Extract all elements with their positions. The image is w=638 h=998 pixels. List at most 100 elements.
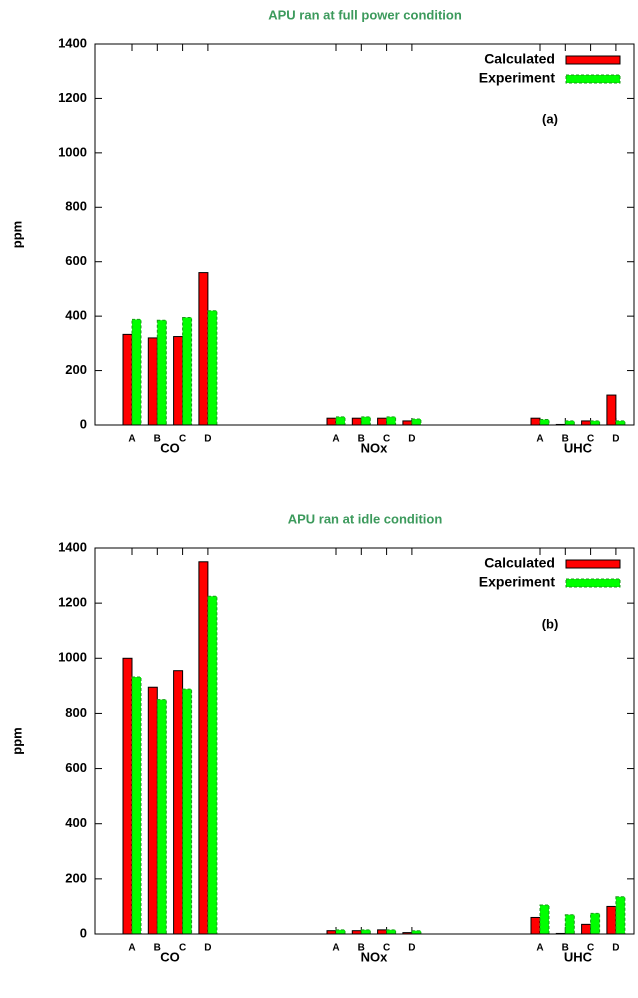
bar <box>173 336 184 426</box>
legend-swatch <box>565 55 621 65</box>
bar <box>360 929 371 935</box>
bar <box>402 420 413 426</box>
legend-label: Calculated <box>484 555 555 571</box>
bar <box>122 657 133 935</box>
y-tick-label: 1000 <box>58 144 87 159</box>
bar <box>182 688 193 935</box>
bar <box>377 417 388 426</box>
bar <box>198 561 209 935</box>
legend-label: Calculated <box>484 51 555 67</box>
bar <box>539 419 550 426</box>
x-tick-label: D <box>204 943 211 954</box>
bar <box>326 417 337 426</box>
x-tick-label: A <box>332 943 339 954</box>
group-label: CO <box>160 949 180 964</box>
plot-frame <box>94 547 635 935</box>
x-tick-label: D <box>408 434 415 445</box>
y-tick-label: 400 <box>65 815 87 830</box>
bar <box>360 416 371 426</box>
bar <box>530 916 541 935</box>
x-tick-label: B <box>358 434 365 445</box>
y-axis-label: ppm <box>9 727 24 754</box>
legend-swatch <box>565 578 621 588</box>
x-tick-label: D <box>204 434 211 445</box>
legend-label: Experiment <box>479 70 556 86</box>
bar <box>207 595 218 935</box>
bar <box>351 417 362 426</box>
chart-title: APU ran at idle condition <box>288 511 443 526</box>
chart-title: APU ran at full power condition <box>268 7 462 22</box>
legend-label: Experiment <box>479 574 556 590</box>
x-tick-label: C <box>179 943 186 954</box>
x-tick-label: A <box>536 434 543 445</box>
y-tick-label: 200 <box>65 362 87 377</box>
bar <box>335 929 346 935</box>
group-label: NOx <box>361 440 389 455</box>
bar <box>147 686 158 935</box>
group-label: UHC <box>564 440 593 455</box>
bar <box>156 699 167 935</box>
bar <box>539 904 550 935</box>
bar <box>606 394 617 426</box>
bar <box>411 418 422 426</box>
y-tick-label: 600 <box>65 253 87 268</box>
bar <box>156 319 167 426</box>
bar <box>386 929 397 935</box>
bar <box>198 272 209 426</box>
bar <box>564 420 575 426</box>
group-label: UHC <box>564 949 593 964</box>
plot-frame <box>94 43 635 426</box>
bar <box>564 914 575 935</box>
x-tick-label: A <box>536 943 543 954</box>
x-tick-label: C <box>179 434 186 445</box>
x-tick-label: A <box>332 434 339 445</box>
x-tick-label: D <box>408 943 415 954</box>
bar <box>377 929 388 935</box>
y-tick-label: 800 <box>65 705 87 720</box>
y-tick-label: 400 <box>65 308 87 323</box>
annotation: (b) <box>542 617 559 632</box>
y-tick-label: 1400 <box>58 539 87 554</box>
x-tick-label: D <box>612 943 619 954</box>
y-tick-label: 1200 <box>58 90 87 105</box>
y-tick-label: 0 <box>80 416 87 431</box>
group-label: NOx <box>361 949 389 964</box>
bar <box>581 923 592 935</box>
bar <box>615 420 626 426</box>
bar <box>530 417 541 426</box>
bar <box>147 337 158 426</box>
y-tick-label: 1200 <box>58 595 87 610</box>
x-tick-label: C <box>587 943 594 954</box>
x-tick-label: B <box>562 434 569 445</box>
bar <box>173 670 184 935</box>
x-tick-label: C <box>587 434 594 445</box>
y-tick-label: 0 <box>80 925 87 940</box>
x-tick-label: C <box>383 434 390 445</box>
legend-swatch <box>565 559 621 569</box>
x-tick-label: B <box>154 434 161 445</box>
bar <box>615 896 626 935</box>
bar <box>590 912 601 935</box>
bar <box>131 318 142 426</box>
bar <box>182 317 193 426</box>
bar <box>122 333 133 426</box>
y-tick-label: 200 <box>65 870 87 885</box>
y-tick-label: 1400 <box>58 35 87 50</box>
bar <box>335 416 346 426</box>
legend-swatch <box>565 74 621 84</box>
x-tick-label: B <box>358 943 365 954</box>
bar <box>606 905 617 935</box>
y-tick-label: 800 <box>65 199 87 214</box>
group-label: CO <box>160 440 180 455</box>
y-axis-label: ppm <box>9 221 24 248</box>
x-tick-label: A <box>128 434 135 445</box>
bar <box>386 416 397 426</box>
x-tick-label: B <box>562 943 569 954</box>
x-tick-label: B <box>154 943 161 954</box>
x-tick-label: A <box>128 943 135 954</box>
x-tick-label: C <box>383 943 390 954</box>
bar <box>131 676 142 935</box>
y-tick-label: 1000 <box>58 650 87 665</box>
